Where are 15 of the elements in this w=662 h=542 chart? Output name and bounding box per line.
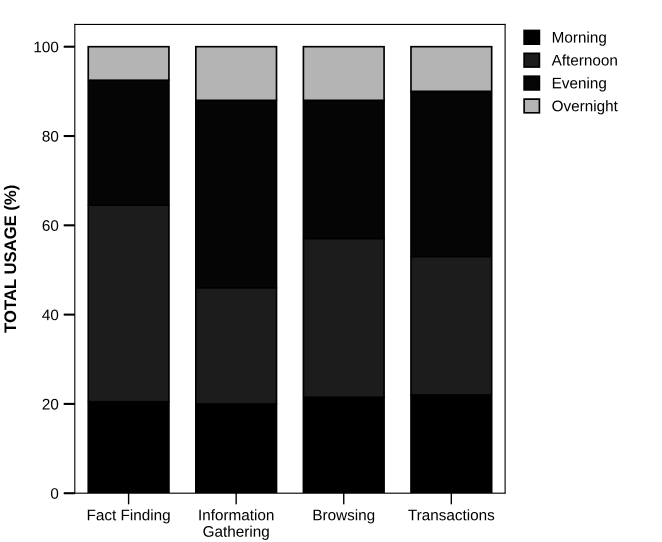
y-tick-label: 100 — [34, 42, 58, 52]
x-tick-label: Browsing — [314, 509, 374, 524]
y-tick-label: 0 — [50, 488, 58, 499]
x-tick-label: Fact Finding — [88, 509, 170, 524]
y-axis-title: TOTAL USAGE (%) — [4, 186, 20, 333]
x-tick-label: Transactions — [408, 509, 494, 520]
y-tick-label: 80 — [42, 130, 58, 142]
legend-label: Morning — [552, 32, 606, 46]
y-tick-label: 60 — [42, 220, 58, 232]
legend-label: Overnight — [552, 100, 618, 114]
x-tick-label: Information Gathering — [199, 509, 274, 540]
y-tick-label: 20 — [42, 398, 58, 410]
legend-label: Evening — [552, 77, 606, 92]
legend-label: Afternoon — [552, 54, 617, 66]
y-tick-label: 40 — [42, 309, 58, 320]
